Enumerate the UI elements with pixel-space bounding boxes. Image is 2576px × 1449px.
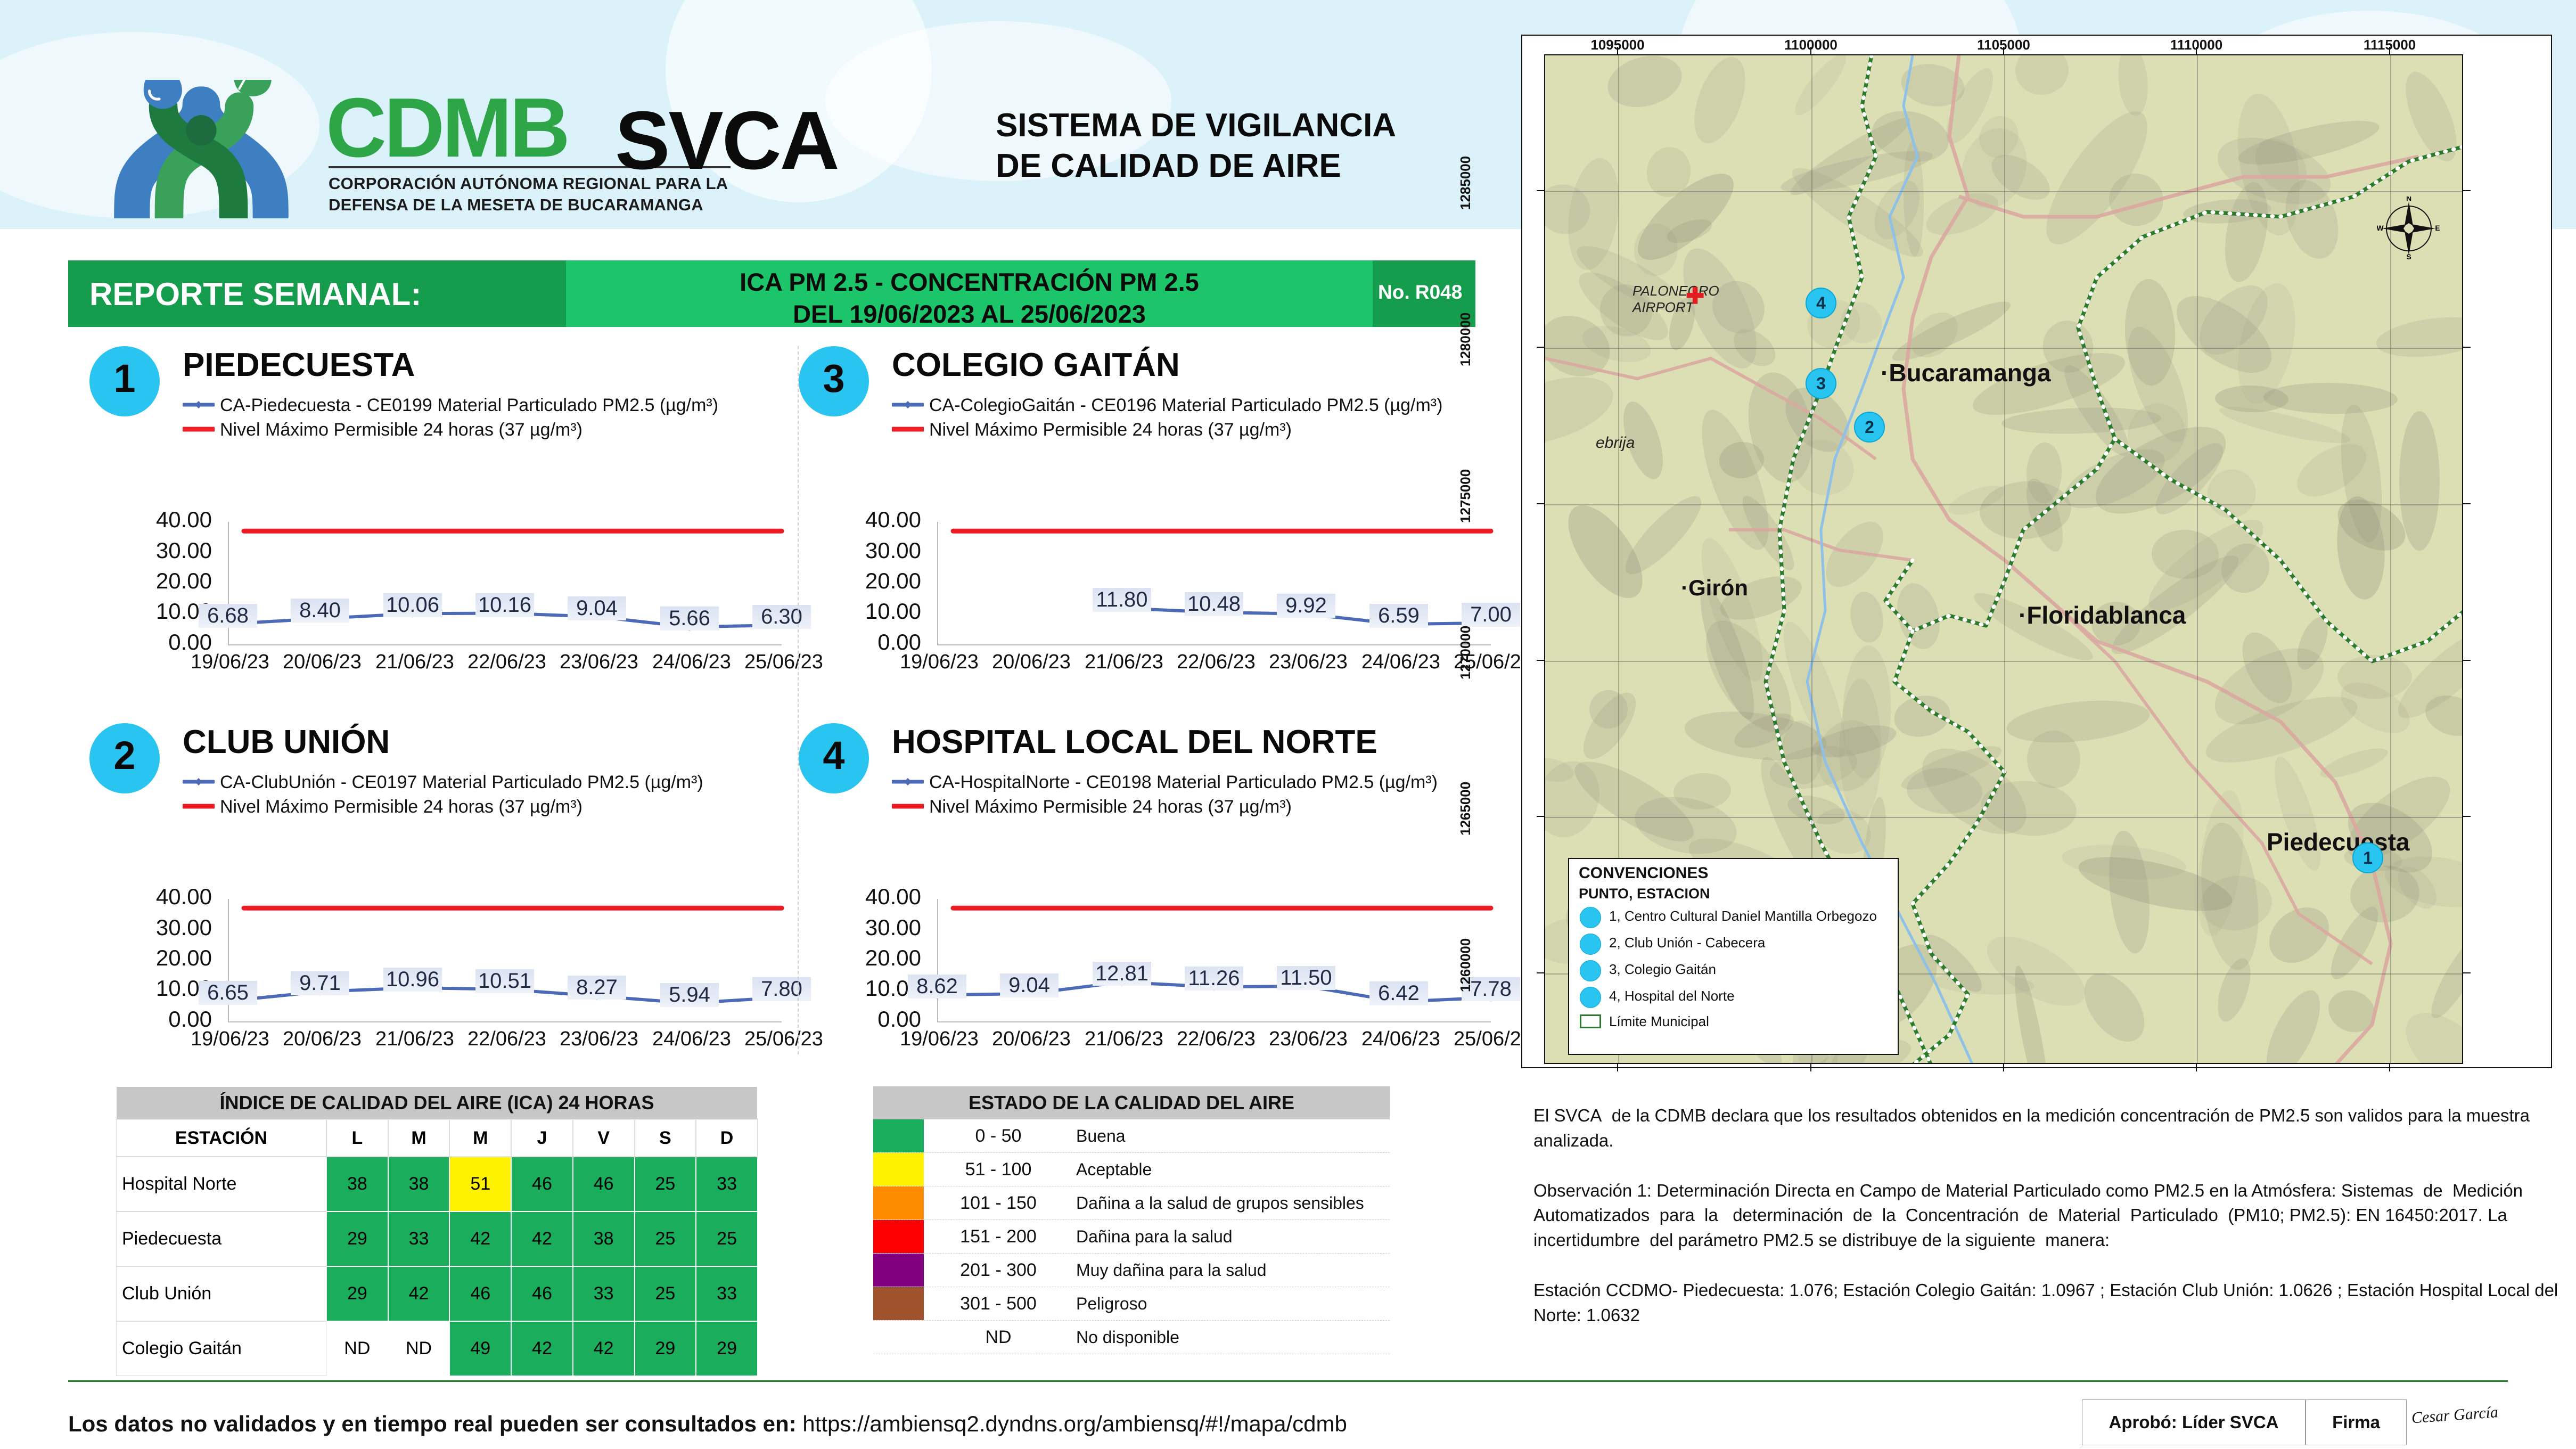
svg-text:N: N: [2406, 197, 2411, 202]
svg-text:E: E: [2435, 224, 2440, 232]
svg-text:S: S: [2406, 252, 2411, 260]
svg-text:W: W: [2377, 224, 2384, 232]
